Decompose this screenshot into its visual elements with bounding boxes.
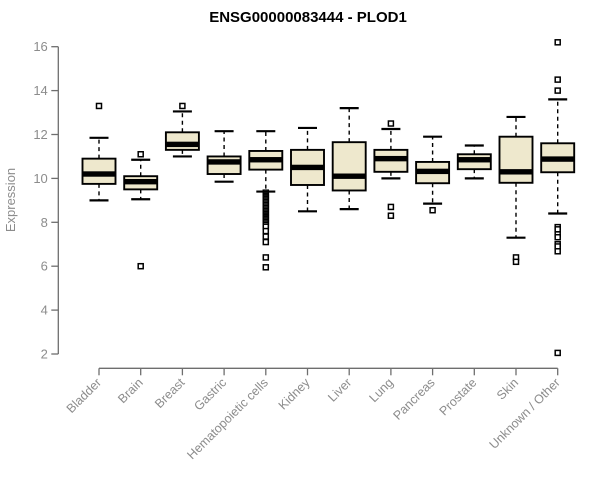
median-line (82, 171, 116, 177)
boxes-layer (81, 39, 576, 357)
median-line (249, 157, 283, 163)
outlier-point (137, 151, 144, 158)
outlier-point (554, 76, 561, 83)
median-line (332, 173, 366, 179)
outlier-point (554, 226, 561, 233)
y-tick-label: 8 (41, 215, 48, 230)
x-tick-label: Brain (115, 375, 146, 406)
median-line (457, 157, 491, 163)
x-tick-label: Lung (366, 375, 396, 405)
box (206, 155, 242, 175)
boxplot-unknown-other (540, 39, 576, 357)
median-line (499, 169, 533, 175)
median-line (416, 168, 450, 175)
x-tick-label: Prostate (437, 375, 480, 418)
x-tick-label: Bladder (64, 376, 104, 416)
median-line (374, 155, 408, 162)
y-axis-label: Expression (3, 168, 18, 232)
x-tick-label: Kidney (276, 375, 313, 412)
boxplot-liver (331, 107, 367, 211)
boxplot-skin (498, 115, 534, 266)
outlier-point (262, 238, 270, 246)
box (331, 141, 367, 192)
boxplot-brain (123, 151, 159, 270)
outlier-point (554, 87, 561, 94)
y-tick-label: 16 (33, 39, 47, 54)
outlier-point (262, 264, 270, 271)
outlier-point (429, 206, 436, 214)
x-tick-label: Liver (325, 376, 354, 405)
x-tick-label: Gastric (191, 376, 229, 414)
y-tick-label: 6 (41, 259, 48, 274)
chart-title: ENSG00000083444 - PLOD1 (209, 9, 407, 26)
box (81, 157, 117, 185)
outlier-point (554, 39, 561, 46)
median-line (207, 159, 241, 165)
boxplot-gastric (206, 130, 242, 183)
boxplot-breast (164, 102, 200, 158)
y-tick-label: 4 (41, 303, 48, 318)
boxplot-bladder (81, 102, 117, 202)
median-line (541, 156, 575, 162)
y-tick-label: 2 (41, 347, 48, 362)
median-line (124, 178, 158, 185)
outlier-point (387, 203, 395, 211)
outlier-point (554, 233, 561, 241)
axes: 2 4 6 8 10 12 14 16 Bladder Brain Breast GastricHem… (33, 39, 562, 462)
x-tick-label: Unknown / Other (487, 376, 563, 452)
outlier-point (387, 120, 395, 127)
boxplot-prostate (456, 144, 492, 180)
boxplot-kidney (290, 126, 325, 213)
outlier-point (262, 254, 270, 261)
x-tick-label: Skin (494, 375, 521, 402)
boxplot-hematopoietic-cells (248, 130, 284, 271)
outlier-point (387, 212, 395, 219)
box (498, 135, 534, 184)
median-line (165, 141, 199, 148)
x-tick-label: Hematopoietic cells (184, 376, 271, 463)
outlier-point (554, 248, 561, 255)
boxplot-lung (373, 120, 409, 219)
median-line (291, 164, 324, 171)
y-tick-label: 10 (33, 171, 47, 186)
outlier-point (137, 262, 144, 270)
outlier-point (262, 227, 270, 235)
outlier-point (262, 233, 270, 240)
x-tick-label: Breast (152, 375, 188, 411)
y-tick-label: 14 (33, 83, 47, 98)
outlier-point (512, 258, 520, 266)
y-tick-label: 12 (33, 127, 47, 142)
outlier-point (95, 102, 103, 110)
outlier-point (554, 349, 561, 357)
x-tick-label: Pancreas (390, 376, 437, 423)
outlier-point (179, 102, 186, 110)
box (164, 131, 200, 151)
boxplot-pancreas (415, 135, 451, 214)
